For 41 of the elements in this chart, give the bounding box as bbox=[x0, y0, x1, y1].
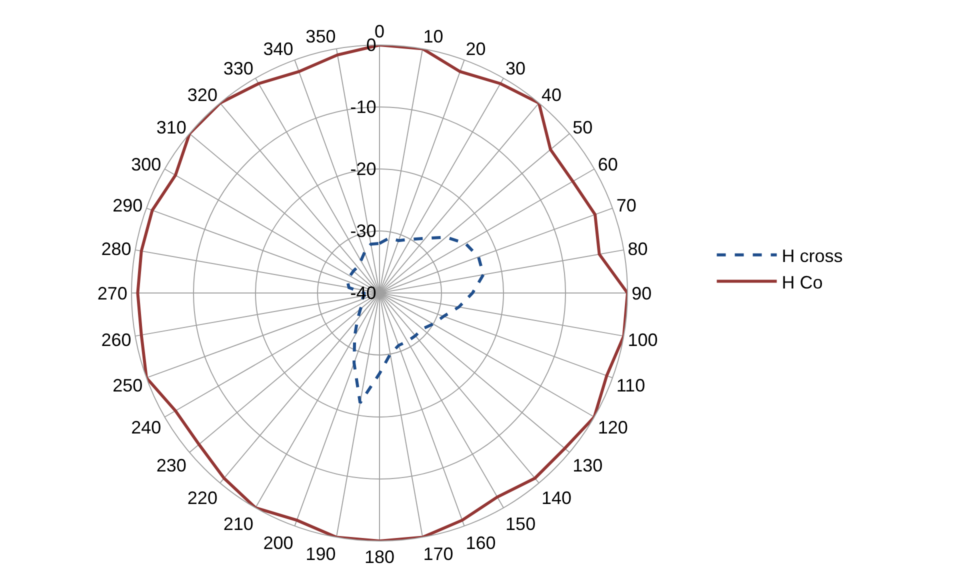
spoke-label: 190 bbox=[306, 544, 336, 564]
spoke-label: 30 bbox=[506, 58, 526, 79]
spoke-label: 140 bbox=[542, 488, 572, 508]
legend-label: H Co bbox=[782, 272, 823, 292]
legend-label: H cross bbox=[782, 246, 843, 266]
spoke-label: 290 bbox=[112, 195, 143, 216]
spoke-label: 160 bbox=[466, 532, 496, 553]
spoke-label: 50 bbox=[572, 117, 593, 138]
spoke-label: 70 bbox=[616, 195, 636, 216]
spoke-label: 230 bbox=[156, 455, 186, 476]
spoke-label: 320 bbox=[187, 85, 218, 106]
spoke-label: 120 bbox=[598, 418, 628, 438]
spoke-label: 10 bbox=[423, 26, 444, 46]
spoke-label: 280 bbox=[101, 238, 132, 259]
spoke-label: 250 bbox=[112, 375, 143, 396]
spoke-label: 180 bbox=[364, 547, 395, 568]
spoke-label: 340 bbox=[263, 38, 294, 59]
spoke-label: 170 bbox=[423, 544, 454, 564]
spoke-label: 330 bbox=[223, 58, 254, 79]
y-tick-label: -20 bbox=[350, 158, 376, 179]
spoke-label: 90 bbox=[632, 283, 652, 304]
spoke-label: 270 bbox=[97, 283, 128, 304]
y-tick-label: -10 bbox=[350, 96, 376, 117]
y-tick-label: 0 bbox=[374, 21, 385, 42]
spoke-label: 80 bbox=[628, 238, 648, 259]
spoke-label: 40 bbox=[542, 85, 562, 106]
spoke-label: 100 bbox=[628, 330, 658, 350]
spoke-label: 240 bbox=[131, 418, 162, 438]
spoke-label: 130 bbox=[572, 455, 603, 476]
spoke-label: 260 bbox=[101, 330, 132, 350]
spoke-label: 110 bbox=[616, 375, 646, 396]
spoke-label: 20 bbox=[466, 38, 486, 59]
spoke-label: 310 bbox=[156, 117, 186, 138]
spoke-label: 150 bbox=[506, 514, 536, 534]
spoke-label: 220 bbox=[187, 488, 218, 508]
spoke-label: 200 bbox=[263, 532, 294, 553]
spoke-label: 300 bbox=[131, 154, 162, 175]
spoke-label: 210 bbox=[223, 514, 254, 534]
y-tick-label: -30 bbox=[350, 220, 376, 241]
spoke-label: 350 bbox=[306, 26, 336, 46]
spoke-label: 60 bbox=[598, 154, 618, 175]
